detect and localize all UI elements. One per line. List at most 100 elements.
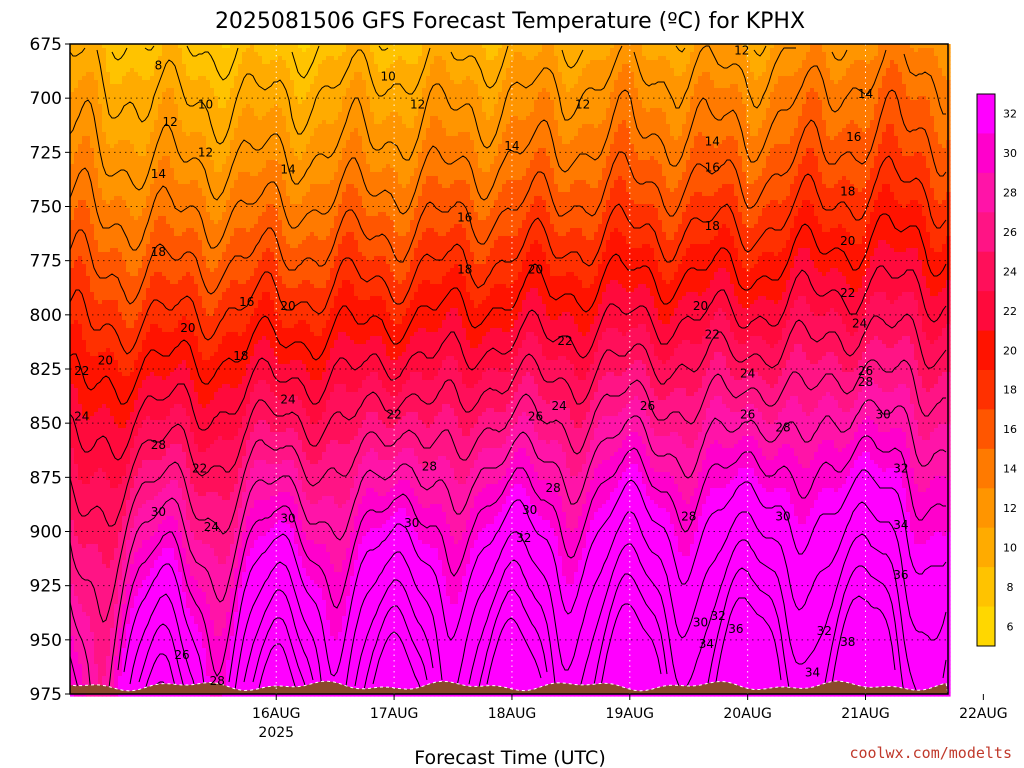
temperature-cell bbox=[154, 116, 159, 121]
temperature-cell bbox=[662, 92, 667, 97]
temperature-cell bbox=[358, 124, 363, 129]
temperature-cell bbox=[434, 72, 439, 77]
temperature-cell bbox=[262, 124, 267, 129]
temperature-cell bbox=[726, 84, 731, 89]
temperature-cell bbox=[330, 100, 335, 105]
temperature-cell bbox=[402, 68, 407, 73]
temperature-cell bbox=[438, 72, 443, 77]
temperature-cell bbox=[714, 124, 719, 129]
temperature-cell bbox=[658, 124, 663, 129]
temperature-cell bbox=[834, 60, 839, 65]
temperature-cell bbox=[142, 56, 147, 61]
temperature-cell bbox=[106, 120, 111, 125]
temperature-cell bbox=[402, 132, 407, 137]
temperature-cell bbox=[362, 64, 367, 69]
temperature-cell bbox=[550, 64, 555, 69]
temperature-cell bbox=[566, 112, 571, 117]
temperature-cell bbox=[606, 84, 611, 89]
temperature-cell bbox=[890, 80, 895, 85]
temperature-cell bbox=[798, 112, 803, 117]
temperature-cell bbox=[882, 72, 887, 77]
temperature-cell bbox=[574, 80, 579, 85]
temperature-cell bbox=[666, 104, 671, 109]
temperature-cell bbox=[870, 68, 875, 73]
temperature-cell bbox=[78, 124, 83, 129]
temperature-cell bbox=[614, 120, 619, 125]
temperature-cell bbox=[338, 104, 343, 109]
temperature-cell bbox=[490, 64, 495, 69]
temperature-cell bbox=[462, 84, 467, 89]
temperature-cell bbox=[258, 76, 263, 81]
temperature-cell bbox=[294, 116, 299, 121]
temperature-cell bbox=[718, 124, 723, 129]
temperature-cell bbox=[734, 68, 739, 73]
temperature-cell bbox=[638, 104, 643, 109]
temperature-cell bbox=[142, 80, 147, 85]
temperature-cell bbox=[806, 84, 811, 89]
temperature-cell bbox=[294, 84, 299, 89]
temperature-cell bbox=[298, 108, 303, 113]
temperature-cell bbox=[386, 60, 391, 65]
temperature-cell bbox=[430, 112, 435, 117]
temperature-cell bbox=[810, 80, 815, 85]
temperature-cell bbox=[562, 100, 567, 105]
temperature-cell bbox=[442, 124, 447, 129]
temperature-cell bbox=[794, 72, 799, 77]
temperature-cell bbox=[470, 64, 475, 69]
temperature-cell bbox=[102, 56, 107, 61]
temperature-cell bbox=[98, 112, 103, 117]
temperature-cell bbox=[906, 108, 911, 113]
temperature-cell bbox=[870, 76, 875, 81]
temperature-cell bbox=[718, 104, 723, 109]
temperature-cell bbox=[906, 120, 911, 125]
temperature-cell bbox=[478, 112, 483, 117]
temperature-cell bbox=[826, 76, 831, 81]
temperature-cell bbox=[806, 112, 811, 117]
temperature-cell bbox=[846, 124, 851, 129]
temperature-cell bbox=[570, 92, 575, 97]
temperature-cell bbox=[670, 120, 675, 125]
temperature-cell bbox=[222, 68, 227, 73]
temperature-cell bbox=[206, 92, 211, 97]
temperature-cell bbox=[234, 132, 239, 137]
temperature-cell bbox=[458, 52, 463, 57]
temperature-cell bbox=[782, 84, 787, 89]
temperature-cell bbox=[738, 112, 743, 117]
temperature-cell bbox=[850, 56, 855, 61]
temperature-cell bbox=[298, 112, 303, 117]
temperature-cell bbox=[202, 72, 207, 77]
temperature-cell bbox=[230, 100, 235, 105]
temperature-cell bbox=[686, 92, 691, 97]
temperature-cell bbox=[238, 108, 243, 113]
temperature-cell bbox=[346, 48, 351, 53]
temperature-cell bbox=[618, 68, 623, 73]
temperature-cell bbox=[674, 76, 679, 81]
temperature-cell bbox=[170, 56, 175, 61]
temperature-cell bbox=[642, 48, 647, 53]
temperature-cell bbox=[906, 80, 911, 85]
temperature-cell bbox=[286, 48, 291, 53]
temperature-cell bbox=[194, 128, 199, 133]
temperature-cell bbox=[214, 128, 219, 133]
temperature-cell bbox=[554, 64, 559, 69]
temperature-cell bbox=[570, 52, 575, 57]
temperature-cell bbox=[670, 116, 675, 121]
temperature-cell bbox=[834, 52, 839, 57]
temperature-cell bbox=[826, 72, 831, 77]
temperature-cell bbox=[454, 120, 459, 125]
temperature-cell bbox=[266, 76, 271, 81]
temperature-cell bbox=[454, 72, 459, 77]
temperature-cell bbox=[566, 68, 571, 73]
temperature-cell bbox=[730, 128, 735, 133]
temperature-cell bbox=[410, 80, 415, 85]
temperature-cell bbox=[262, 60, 267, 65]
temperature-cell bbox=[370, 120, 375, 125]
temperature-cell bbox=[854, 52, 859, 57]
temperature-cell bbox=[482, 108, 487, 113]
temperature-cell bbox=[518, 52, 523, 57]
temperature-cell bbox=[258, 96, 263, 101]
temperature-cell bbox=[474, 76, 479, 81]
temperature-cell bbox=[818, 48, 823, 53]
temperature-cell bbox=[450, 128, 455, 133]
